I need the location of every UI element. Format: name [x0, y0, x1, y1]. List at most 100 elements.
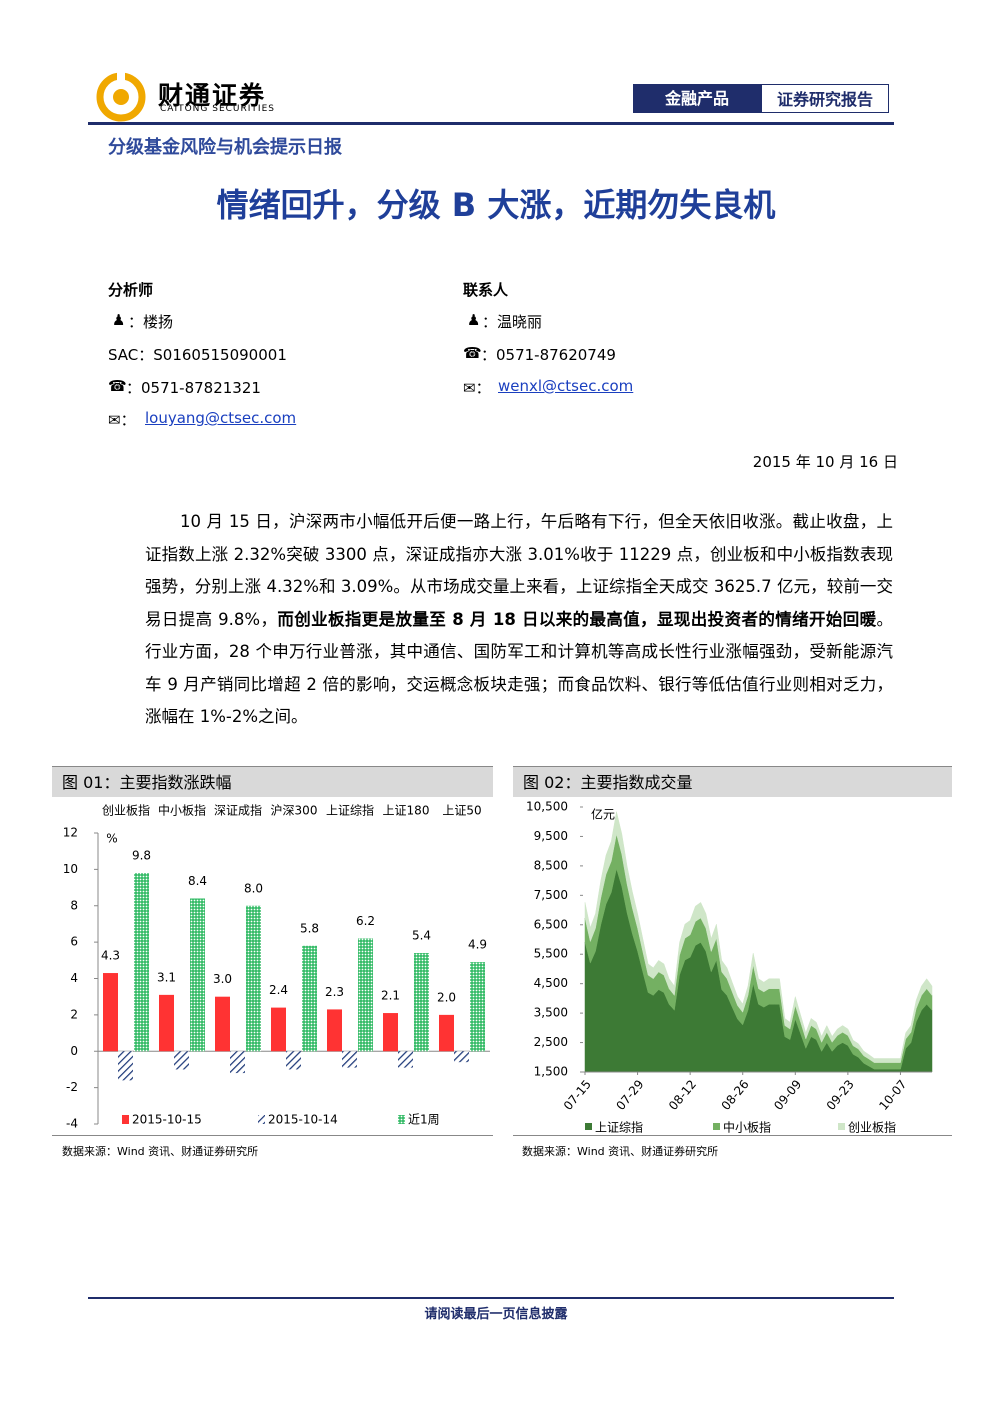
- y-tick-label: 12: [63, 826, 78, 840]
- y-tick-label: 3,500: [534, 1006, 568, 1020]
- legend-label: 2015-10-14: [268, 1113, 338, 1127]
- category-label: 上证50: [442, 804, 481, 818]
- text: 10 月 15 日，沪深两市小幅低开后便一路上行，午后略有下行，但全天依旧收涨。…: [145, 512, 893, 629]
- bar: [286, 1051, 301, 1070]
- x-tick-label: 07-29: [613, 1077, 646, 1113]
- value-label: 4.3: [101, 949, 120, 963]
- legend-label: 中小板指: [723, 1120, 771, 1135]
- value-label: 4.9: [468, 938, 487, 952]
- analyst-email[interactable]: louyang@ctsec.com: [145, 409, 297, 427]
- bar: [215, 996, 230, 1052]
- legend-swatch: [838, 1123, 845, 1130]
- mail-icon: ✉：: [463, 379, 491, 397]
- y-tick-label: 7,500: [534, 888, 568, 902]
- bar: [246, 905, 261, 1052]
- x-tick-label: 07-15: [561, 1077, 594, 1113]
- bar: [383, 1013, 398, 1052]
- logo-icon: [96, 72, 146, 122]
- legend-swatch: [398, 1115, 405, 1124]
- bold-text: 而创业板指更是放量至 8 月 18 日以来的最高值，显现出投资者的情绪开始回暖: [277, 609, 877, 629]
- analyst-phone: ：0571-87821321: [126, 379, 261, 397]
- y-tick-label: -2: [66, 1080, 78, 1094]
- y-tick-label: 2,500: [534, 1035, 568, 1049]
- value-label: 6.2: [356, 914, 375, 928]
- text: 。行业方面，28 个申万行业普涨，其中通信、国防军工和计算机等高成长性行业涨幅强…: [145, 609, 893, 727]
- area: [584, 811, 933, 1063]
- legend-swatch: [585, 1123, 592, 1130]
- y-tick-label: 4: [70, 971, 78, 985]
- legend-label: 2015-10-15: [132, 1113, 202, 1127]
- x-tick-label: 08-12: [666, 1077, 699, 1113]
- y-tick-label: 2: [70, 1007, 78, 1021]
- bar: [358, 938, 373, 1052]
- logo-cn: 财通证券: [158, 81, 267, 110]
- analyst-name: ：楼扬: [128, 313, 174, 331]
- y-axis-label: 亿元: [591, 807, 615, 822]
- figure-source: 数据来源：Wind 资讯、财通证券研究所: [62, 1145, 259, 1158]
- category-label: 深证成指: [214, 803, 262, 818]
- bar: [271, 1007, 286, 1052]
- bar-chart: -4 -2 0 2 4 6 8 10 12 % 创业板指 4.3 9.8 中小板指 3.1 8.4 深证成指 3.…: [63, 803, 490, 1131]
- category-label: 上证180: [383, 804, 430, 818]
- value-label: 2.1: [381, 989, 400, 1003]
- value-label: 5.8: [300, 921, 319, 935]
- tag: 证券研究报告: [761, 84, 889, 113]
- value-label: 3.1: [157, 970, 176, 984]
- bar: [302, 945, 317, 1052]
- area: [584, 867, 933, 1073]
- phone-icon: ☎: [463, 344, 482, 362]
- footer-rule: [88, 1297, 894, 1299]
- y-tick-label: 8: [70, 898, 78, 912]
- analyst-sac: SAC：S0160515090001: [108, 346, 287, 364]
- y-tick-label: 8,500: [534, 858, 568, 872]
- category-label: 上证综指: [326, 803, 374, 818]
- category-label: 中小板指: [158, 803, 206, 818]
- tag: 金融产品: [633, 84, 761, 113]
- y-tick-label: 10,500: [526, 800, 568, 814]
- bar: [327, 1009, 342, 1052]
- analyst-heading: 分析师: [108, 281, 154, 299]
- bar: [454, 1051, 469, 1063]
- legend-label: 近1周: [408, 1113, 440, 1127]
- y-tick-label: 6,500: [534, 917, 568, 931]
- legend-label: 上证综指: [595, 1120, 643, 1135]
- contact-phone: ：0571-87620749: [481, 346, 616, 364]
- bar: [118, 1051, 133, 1081]
- figure-rule: [513, 1135, 952, 1136]
- value-label: 2.3: [325, 985, 344, 999]
- bar: [230, 1051, 245, 1074]
- person-icon: ♟: [112, 311, 126, 329]
- value-label: 8.4: [188, 874, 207, 888]
- value-label: 8.0: [244, 881, 263, 895]
- bar: [439, 1014, 454, 1052]
- y-tick-label: 4,500: [534, 976, 568, 990]
- value-label: 2.0: [437, 990, 456, 1004]
- value-label: 3.0: [213, 972, 232, 986]
- contact-email[interactable]: wenxl@ctsec.com: [498, 377, 634, 395]
- figure-source: 数据来源：Wind 资讯、财通证券研究所: [522, 1145, 719, 1158]
- logo-en: CAITONG SECURITIES: [160, 104, 275, 114]
- footer-note: 请阅读最后一页信息披露: [424, 1307, 568, 1322]
- bar: [174, 1051, 189, 1070]
- bar: [134, 873, 149, 1052]
- legend-label: 创业板指: [848, 1120, 896, 1135]
- phone-icon: ☎: [108, 377, 127, 395]
- body-paragraph: 10 月 15 日，沪深两市小幅低开后便一路上行，午后略有下行，但全天依旧收涨。…: [145, 506, 893, 734]
- value-label: 9.8: [132, 849, 151, 863]
- y-tick-label: 0: [70, 1044, 78, 1058]
- figure-title: 图 02：主要指数成交量: [513, 766, 952, 797]
- contact-heading: 联系人: [463, 281, 509, 299]
- x-tick-label: 09-09: [771, 1077, 804, 1113]
- contact-name: ：温晓丽: [482, 313, 543, 331]
- figure-rule: [52, 1135, 493, 1136]
- y-tick-label: 1,500: [534, 1065, 568, 1079]
- bar: [342, 1051, 357, 1068]
- bar: [470, 962, 485, 1052]
- legend-swatch: [122, 1115, 129, 1124]
- report-title: 情绪回升，分级 B 大涨，近期勿失良机: [216, 186, 776, 224]
- figure-title: 图 01：主要指数涨跌幅: [52, 766, 493, 797]
- person-icon: ♟: [467, 311, 481, 329]
- value-label: 2.4: [269, 983, 288, 997]
- bar: [190, 898, 205, 1052]
